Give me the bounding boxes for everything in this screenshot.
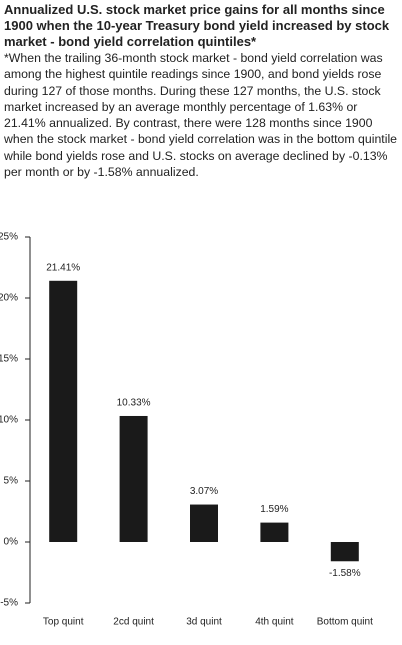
- y-tick-label: 25%: [0, 232, 18, 243]
- bar: [190, 504, 218, 542]
- chart-note: *When the trailing 36-month stock market…: [4, 51, 398, 180]
- x-tick-label: Top quint: [43, 617, 84, 628]
- data-label: 10.33%: [117, 398, 151, 409]
- y-tick-label: 20%: [0, 293, 18, 304]
- x-tick-label: 4th quint: [255, 617, 294, 628]
- bar: [330, 542, 359, 562]
- y-tick-label: 10%: [0, 415, 18, 426]
- chart-title: Annualized U.S. stock market price gains…: [4, 2, 390, 49]
- x-tick-label: 3d quint: [186, 617, 222, 628]
- y-tick-label: 5%: [4, 476, 19, 487]
- header: Annualized U.S. stock market price gains…: [4, 2, 398, 180]
- y-tick-label: 0%: [4, 537, 19, 548]
- data-label: 3.07%: [190, 486, 218, 497]
- data-label: -1.58%: [329, 568, 361, 579]
- bar: [119, 415, 148, 542]
- bar: [49, 280, 78, 542]
- data-label: 21.41%: [46, 262, 80, 273]
- bar: [260, 522, 289, 542]
- y-tick-label: -5%: [0, 598, 18, 609]
- x-tick-label: 2cd quint: [113, 617, 154, 628]
- x-tick-label: Bottom quint: [317, 617, 373, 628]
- data-label: 1.59%: [260, 504, 288, 515]
- y-tick-label: 15%: [0, 354, 18, 365]
